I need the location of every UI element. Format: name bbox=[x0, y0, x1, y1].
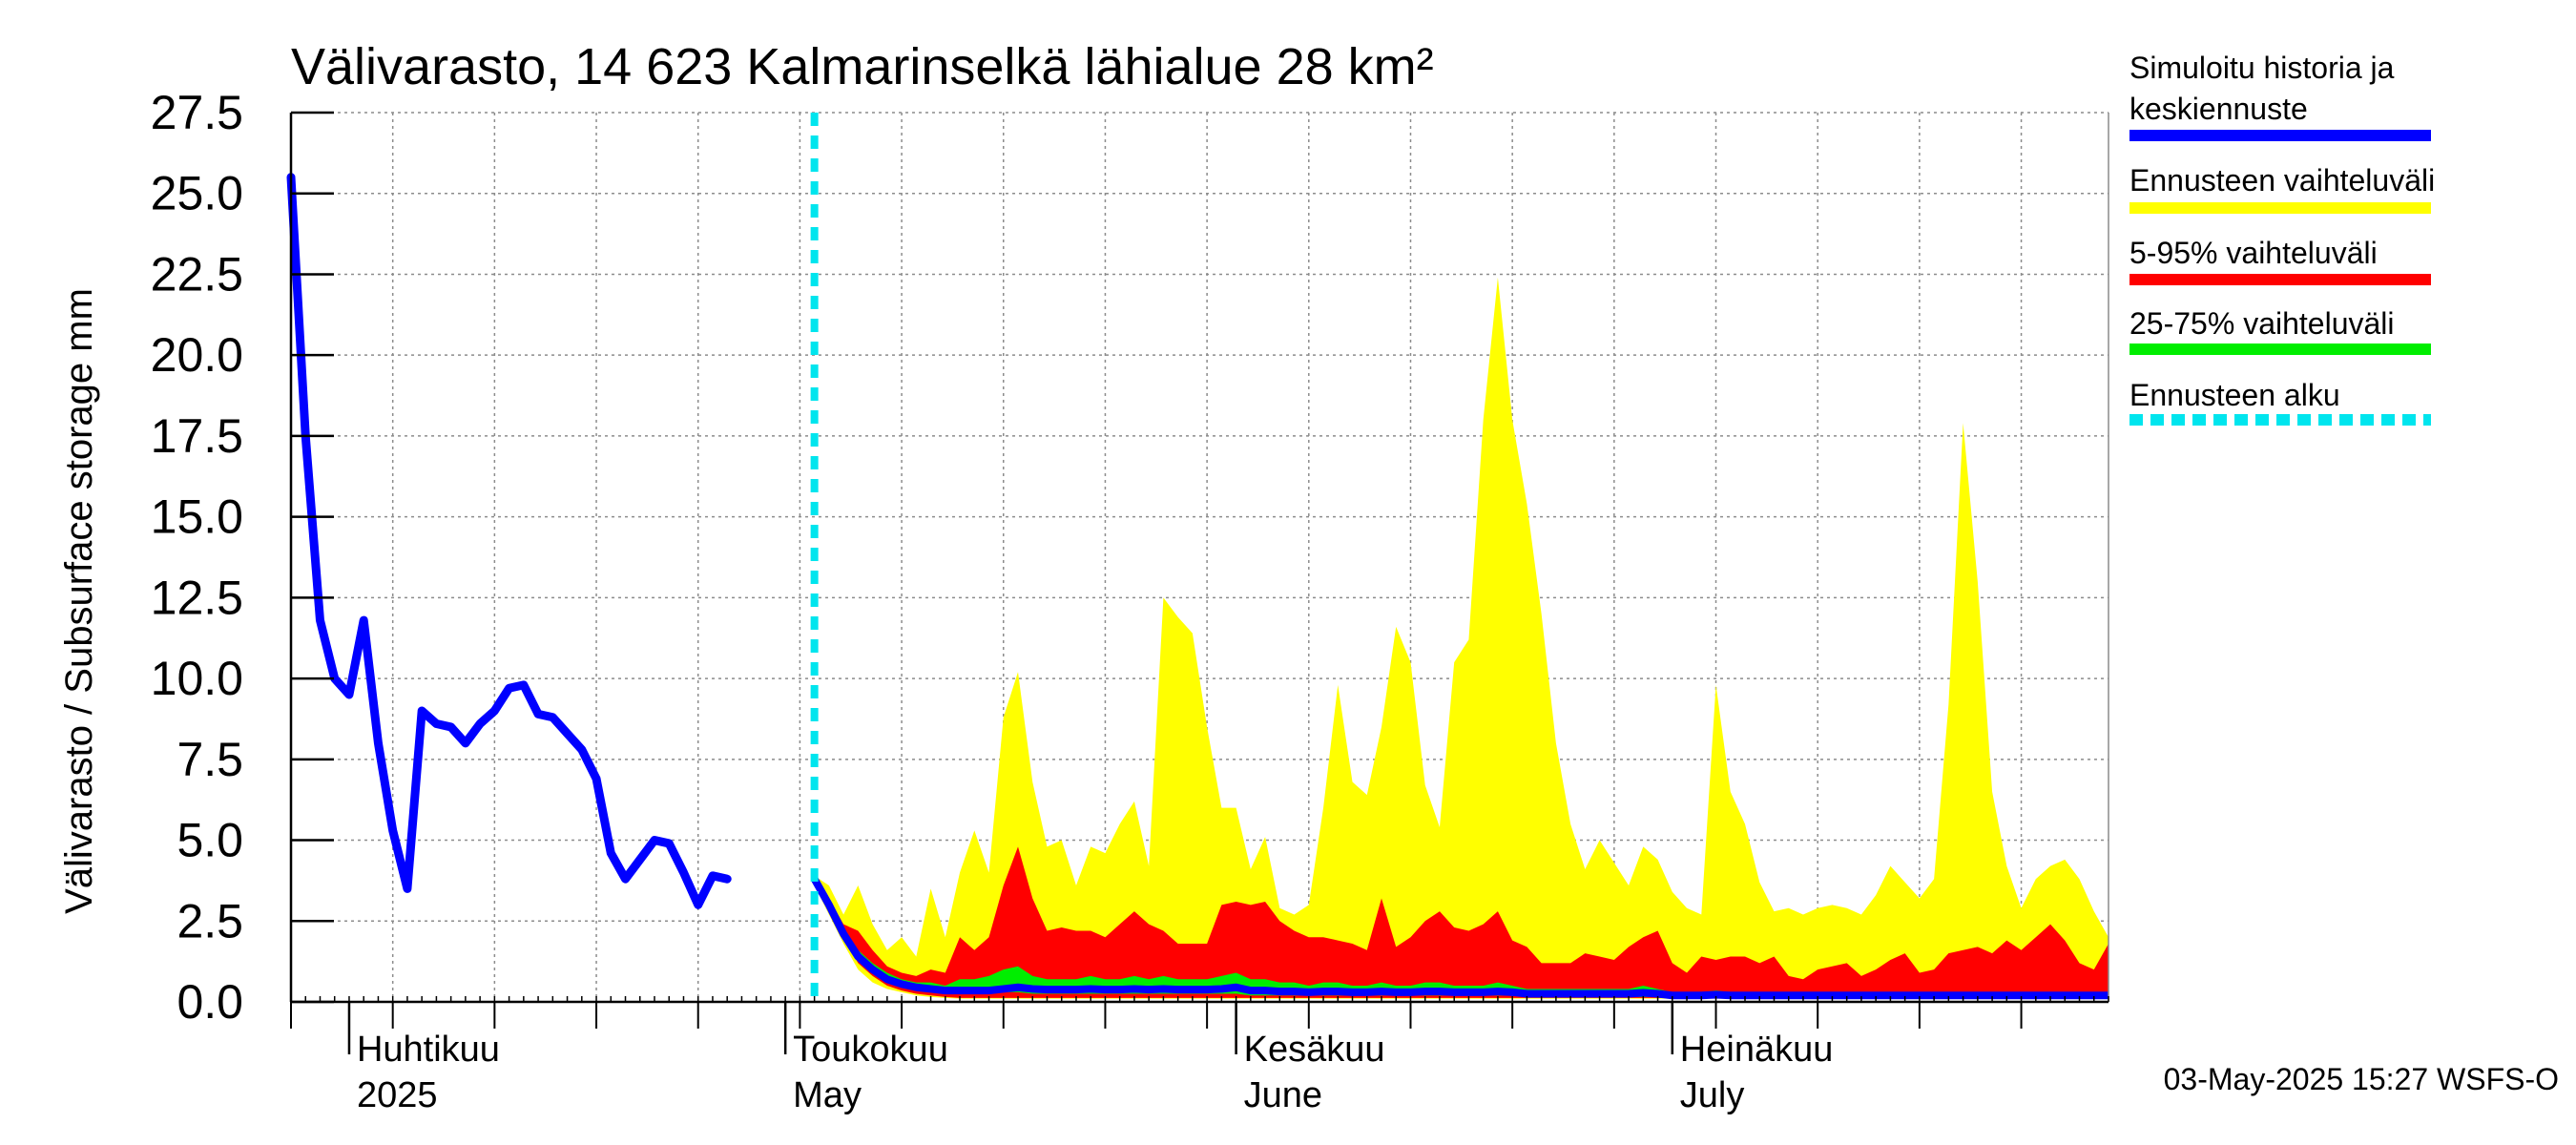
x-month-label: Toukokuu bbox=[793, 1030, 948, 1070]
chart-title: Välivarasto, 14 623 Kalmarinselkä lähial… bbox=[291, 38, 1434, 95]
band-5-95 bbox=[814, 846, 2109, 998]
y-tick-label: 12.5 bbox=[151, 571, 243, 624]
x-month-label: Huhtikuu bbox=[357, 1030, 500, 1070]
series-lines bbox=[286, 113, 2109, 1002]
axes bbox=[289, 111, 2109, 1054]
y-axis-label-group: Välivarasto / Subsurface storage mm bbox=[58, 288, 100, 914]
y-tick-label: 2.5 bbox=[177, 894, 243, 947]
history-line bbox=[286, 173, 732, 909]
band-full-range bbox=[814, 277, 2109, 999]
y-tick-label: 7.5 bbox=[177, 733, 243, 786]
y-tick-label: 20.0 bbox=[151, 328, 243, 382]
x-month-sublabel: 2025 bbox=[357, 1075, 438, 1115]
y-axis-label: Välivarasto / Subsurface storage mm bbox=[58, 288, 100, 914]
median-forecast-line bbox=[811, 877, 2109, 1000]
y-tick-label: 5.0 bbox=[177, 814, 243, 867]
y-tick-label: 10.0 bbox=[151, 652, 243, 705]
legend-label: Simuloitu historia ja bbox=[2129, 51, 2395, 85]
y-tick-label: 15.0 bbox=[151, 490, 243, 544]
legend-label: 25-75% vaihteluväli bbox=[2129, 306, 2395, 341]
legend: Simuloitu historia ja keskiennuste Ennuste… bbox=[2129, 51, 2435, 426]
x-month-sublabel: May bbox=[793, 1075, 862, 1115]
x-month-label: Heinäkuu bbox=[1680, 1030, 1834, 1070]
x-tick-labels: Huhtikuu 2025 Toukokuu May Kesäkuu June Heinäk… bbox=[357, 1030, 1833, 1115]
y-tick-label: 17.5 bbox=[151, 409, 243, 463]
y-tick-labels: 0.0 2.5 5.0 7.5 10.0 12.5 15.0 17.5 20.0 22.5 25.0… bbox=[151, 86, 243, 1029]
legend-label: Ennusteen vaihteluväli bbox=[2129, 163, 2435, 198]
y-tick-label: 22.5 bbox=[151, 247, 243, 301]
x-month-sublabel: June bbox=[1244, 1075, 1322, 1115]
y-tick-label: 27.5 bbox=[151, 86, 243, 139]
legend-label: 5-95% vaihteluväli bbox=[2129, 236, 2378, 270]
x-month-sublabel: July bbox=[1680, 1075, 1745, 1115]
y-tick-label: 25.0 bbox=[151, 167, 243, 220]
forecast-bands bbox=[814, 277, 2109, 999]
legend-label: keskiennuste bbox=[2129, 92, 2308, 126]
legend-label: Ennusteen alku bbox=[2129, 378, 2340, 412]
footer-timestamp: 03-May-2025 15:27 WSFS-O bbox=[2164, 1062, 2559, 1096]
x-month-label: Kesäkuu bbox=[1244, 1030, 1385, 1070]
band-25-75 bbox=[814, 880, 2109, 997]
y-tick-label: 0.0 bbox=[177, 975, 243, 1029]
